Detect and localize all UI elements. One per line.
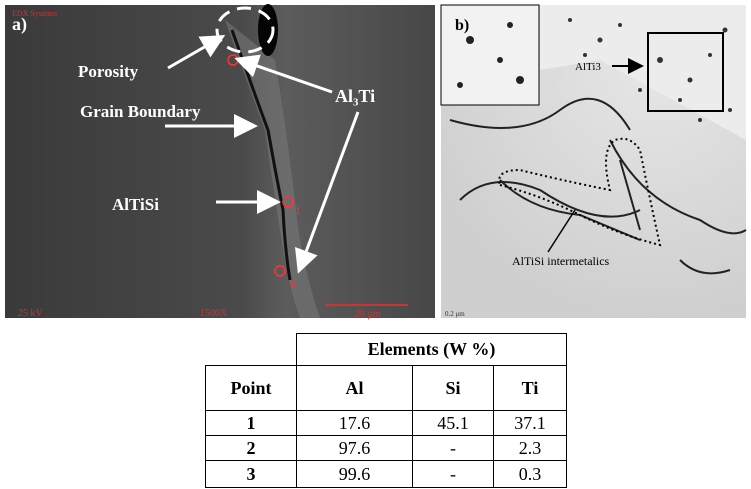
table-cell: 3 [206, 461, 297, 488]
micrographs: a) EDX Systems Porosity Grain Boundary A… [0, 0, 751, 330]
annotation: AlTiSi [112, 195, 159, 214]
sem-image [5, 5, 435, 318]
scale: 0.2 μm [445, 310, 465, 318]
table-cell: 2 [206, 436, 297, 461]
table-cell: 99.6 [297, 461, 413, 488]
panel-b: b) AlTi3 AlTiSi intermetalics 0.2 μm [441, 5, 746, 318]
annotation: Grain Boundary [80, 102, 201, 121]
point-label: 2 [290, 278, 296, 290]
column-header: Ti [494, 366, 567, 411]
table-cell: 17.6 [297, 411, 413, 436]
panel-label: b) [455, 17, 469, 34]
table-cell: 2.3 [494, 436, 567, 461]
figure: a) EDX Systems Porosity Grain Boundary A… [0, 0, 751, 489]
group-header: Elements (W %) [297, 334, 567, 366]
header: EDX Systems [12, 9, 57, 18]
table-cell: 97.6 [297, 436, 413, 461]
table-cell: - [413, 436, 494, 461]
annotation: Porosity [78, 62, 139, 81]
magnification: 1500X [200, 308, 228, 319]
voltage: 25 kV [18, 308, 44, 319]
table-cell: - [413, 461, 494, 488]
point-label: 1 [295, 205, 301, 217]
scale: 20 μm [355, 309, 381, 320]
annotation: Al₃Ti [335, 86, 375, 106]
column-header: Point [206, 366, 297, 411]
table-cell: 0.3 [494, 461, 567, 488]
column-header: Si [413, 366, 494, 411]
table-cell: 37.1 [494, 411, 567, 436]
annotation: AlTi3 [575, 61, 601, 73]
column-header: Al [297, 366, 413, 411]
table-cell: 1 [206, 411, 297, 436]
panel-a: a) EDX Systems Porosity Grain Boundary A… [5, 4, 435, 320]
annotation: AlTiSi intermetalics [512, 254, 610, 268]
table-cell: 45.1 [413, 411, 494, 436]
